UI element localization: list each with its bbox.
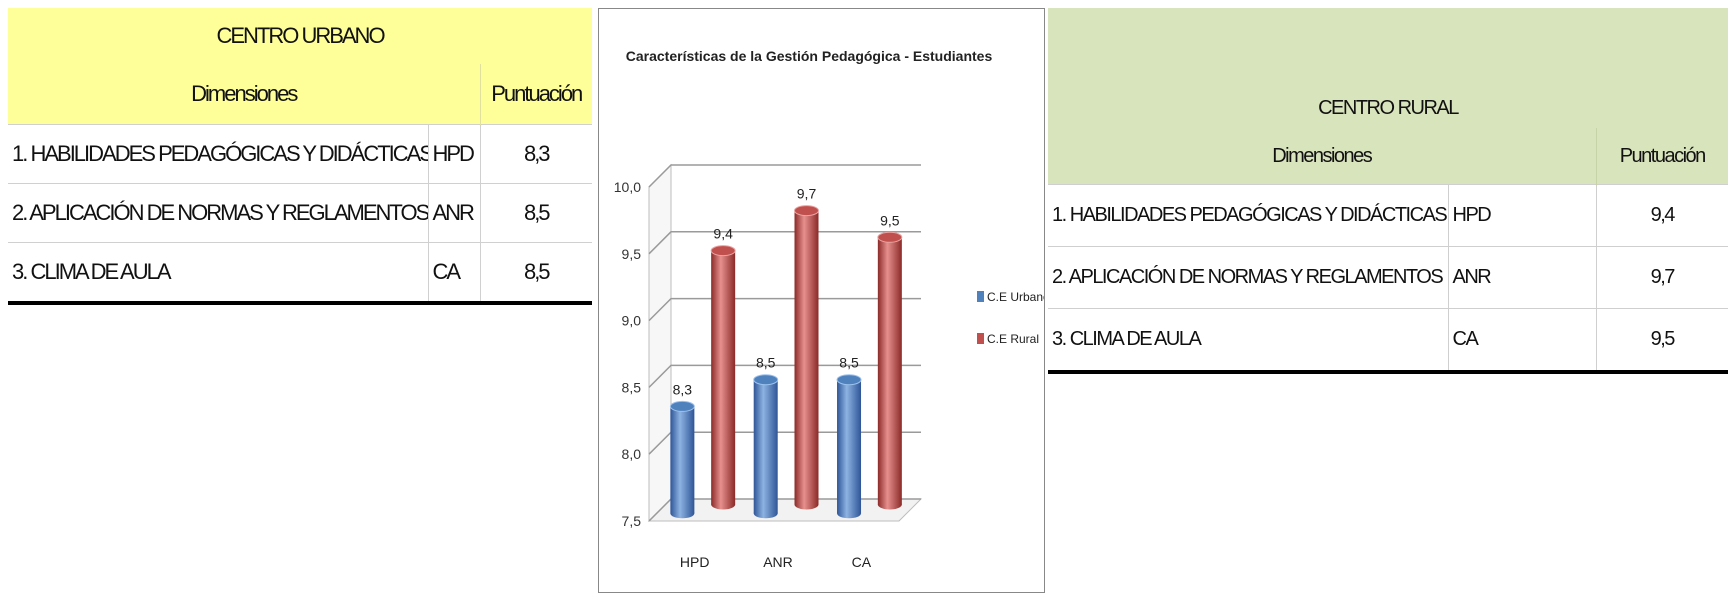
gridline [648, 297, 921, 322]
bar [711, 250, 736, 505]
bar [877, 237, 902, 505]
table-row: 3. CLIMA DE AULA CA 9,5 [1048, 308, 1728, 372]
chart-bars [669, 205, 903, 519]
data-label: 8,5 [756, 355, 776, 371]
y-tick-label: 10,0 [614, 179, 641, 195]
legend-label: C.E Urbano [987, 290, 1044, 304]
bar-top [669, 400, 695, 412]
legend-swatch [977, 291, 984, 302]
y-tick-label: 7,5 [622, 513, 642, 529]
bar-base [837, 508, 862, 519]
bar-top [877, 231, 903, 243]
bar [670, 406, 695, 514]
chart-title: Características de la Gestión Pedagógica… [626, 48, 993, 64]
y-tick-label: 8,0 [622, 446, 642, 462]
data-label: 8,5 [839, 355, 859, 371]
legend-label: C.E Rural [987, 332, 1039, 346]
urban-row-score: 8,5 [480, 183, 592, 243]
table-row: 1. HABILIDADES PEDAGÓGICAS Y DIDÁCTICAS … [8, 124, 592, 184]
gridline [648, 364, 921, 388]
urban-row-score: 8,3 [480, 124, 592, 184]
gridline [648, 231, 921, 255]
rural-row-code: HPD [1448, 184, 1597, 247]
bar-top [794, 205, 819, 217]
data-label: 8,3 [673, 381, 693, 397]
rural-table: CENTRO RURAL Dimensiones Puntuación 1. H… [1048, 8, 1728, 374]
bar [837, 379, 862, 514]
urban-row-score: 8,5 [480, 242, 592, 303]
rural-row-score: 9,7 [1596, 246, 1728, 309]
table-row: 2. APLICACIÓN DE NORMAS Y REGLAMENTOS AN… [1048, 246, 1728, 309]
y-tick-label: 9,5 [622, 246, 642, 262]
data-label: 9,5 [880, 212, 900, 228]
data-label: 9,4 [713, 226, 733, 242]
rural-header-score: Puntuación [1596, 128, 1728, 185]
legend-swatch [977, 333, 984, 344]
urban-row-code: CA [428, 242, 481, 303]
data-label: 9,7 [797, 186, 817, 202]
chart-x-ticks: HPD ANR CA [680, 554, 872, 570]
urban-row-code: HPD [428, 124, 481, 184]
y-tick-label: 8,5 [622, 379, 642, 395]
bar [794, 210, 819, 505]
x-tick-label: CA [852, 554, 872, 570]
rural-row-dimension: 3. CLIMA DE AULA [1048, 308, 1449, 372]
rural-header-dimensions: Dimensiones [1048, 128, 1597, 185]
bar-top [836, 374, 862, 386]
urban-header-score: Puntuación [480, 64, 592, 125]
gridline [648, 164, 921, 188]
chart-data-labels: 8,3 9,4 8,5 9,7 8,5 9,5 [673, 186, 900, 398]
rural-row-dimension: 1. HABILIDADES PEDAGÓGICAS Y DIDÁCTICAS [1048, 184, 1449, 247]
table-row: 2. APLICACIÓN DE NORMAS Y REGLAMENTOS AN… [8, 183, 592, 243]
rural-row-score: 9,4 [1596, 184, 1728, 247]
urban-row-dimension: 1. HABILIDADES PEDAGÓGICAS Y DIDÁCTICAS [8, 124, 429, 184]
urban-header-dimensions: Dimensiones [8, 64, 481, 125]
bar-base [711, 499, 736, 510]
table-row: 1. HABILIDADES PEDAGÓGICAS Y DIDÁCTICAS … [1048, 184, 1728, 247]
urban-table-title: CENTRO URBANO [8, 8, 592, 64]
bar-base [794, 499, 819, 510]
bar-chart: Características de la Gestión Pedagógica… [598, 8, 1050, 593]
urban-row-dimension: 2. APLICACIÓN DE NORMAS Y REGLAMENTOS [8, 183, 429, 243]
bar-base [753, 508, 778, 519]
chart-y-ticks: 7,5 8,0 8,5 9,0 9,5 10,0 [614, 179, 641, 529]
rural-row-score: 9,5 [1596, 308, 1728, 372]
y-tick-label: 9,0 [622, 313, 642, 329]
rural-table-title: CENTRO RURAL [1048, 8, 1728, 128]
urban-table: CENTRO URBANO Dimensiones Puntuación 1. … [8, 8, 592, 305]
rural-row-code: CA [1448, 308, 1597, 372]
bar-base [670, 508, 695, 519]
x-tick-label: HPD [680, 554, 710, 570]
x-tick-label: ANR [763, 554, 793, 570]
rural-row-dimension: 2. APLICACIÓN DE NORMAS Y REGLAMENTOS [1048, 246, 1449, 309]
chart-legend: C.E Urbano C.E Rural [977, 290, 1050, 346]
bar-top [710, 245, 736, 257]
rural-row-code: ANR [1448, 246, 1597, 309]
bar-base [877, 499, 902, 510]
chart-side-wall [648, 163, 672, 523]
urban-row-code: ANR [428, 183, 481, 243]
table-row: 3. CLIMA DE AULA CA 8,5 [8, 242, 592, 303]
bar-top [753, 374, 779, 386]
urban-row-dimension: 3. CLIMA DE AULA [8, 242, 429, 303]
bar [753, 379, 778, 514]
chart-canvas: Características de la Gestión Pedagógica… [614, 48, 1050, 570]
